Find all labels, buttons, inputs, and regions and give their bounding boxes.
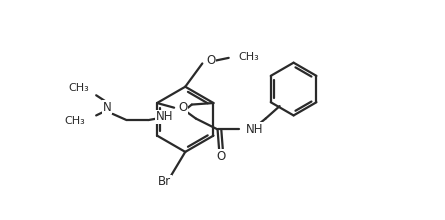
Text: CH₃: CH₃ (68, 83, 89, 93)
Text: N: N (103, 101, 111, 114)
Text: NH: NH (246, 123, 263, 136)
Text: CH₃: CH₃ (64, 116, 85, 126)
Text: O: O (206, 54, 216, 67)
Text: O: O (216, 150, 226, 163)
Text: O: O (178, 101, 187, 114)
Text: NH: NH (156, 110, 173, 123)
Text: CH₃: CH₃ (239, 52, 259, 62)
Text: Br: Br (158, 176, 171, 189)
